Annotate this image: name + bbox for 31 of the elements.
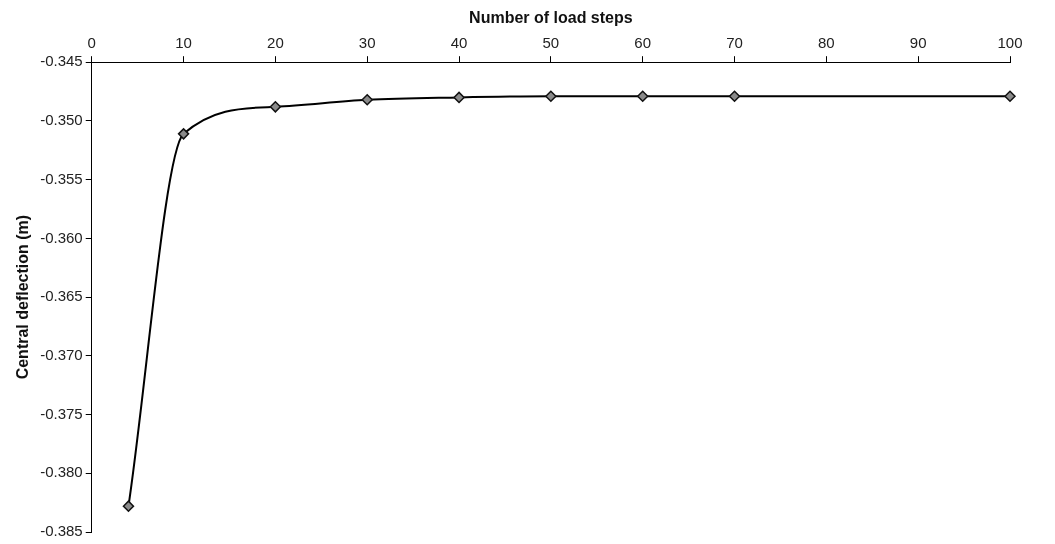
x-tick-label: 0 <box>87 34 96 52</box>
x-tick-label: 60 <box>634 34 652 52</box>
x-tick-label: 50 <box>542 34 560 52</box>
point <box>177 128 190 140</box>
point <box>1004 90 1016 103</box>
x-tick-label: 100 <box>997 34 1023 52</box>
y-tick-label: -0.380 <box>40 463 83 481</box>
x-tick-label: 90 <box>909 34 927 52</box>
y-axis-title: Central deflection (m) <box>14 214 32 380</box>
y-tick-label: -0.370 <box>40 345 83 363</box>
y-tick-label: -0.385 <box>40 522 83 540</box>
x-tick-label: 80 <box>818 34 835 52</box>
point <box>269 101 282 113</box>
y-tick-label: -0.350 <box>40 111 83 129</box>
y-tick-label: -0.365 <box>40 287 83 305</box>
y-tick-label: -0.360 <box>40 228 83 246</box>
point <box>361 94 373 106</box>
x-axis-title: Number of load steps <box>469 9 633 27</box>
x-tick-label: 70 <box>726 34 743 52</box>
point <box>728 90 741 103</box>
point <box>453 91 465 104</box>
y-tick-label: -0.355 <box>40 169 83 187</box>
x-tick-label: 20 <box>267 34 284 52</box>
y-tick-label: -0.375 <box>40 404 83 422</box>
x-tick-label: 30 <box>358 34 376 52</box>
x-tick-label: 10 <box>175 34 192 52</box>
y-tick-label: -0.345 <box>40 52 83 70</box>
point <box>636 90 649 103</box>
point <box>545 90 557 103</box>
x-tick-label: 40 <box>450 34 468 52</box>
point <box>122 500 135 512</box>
